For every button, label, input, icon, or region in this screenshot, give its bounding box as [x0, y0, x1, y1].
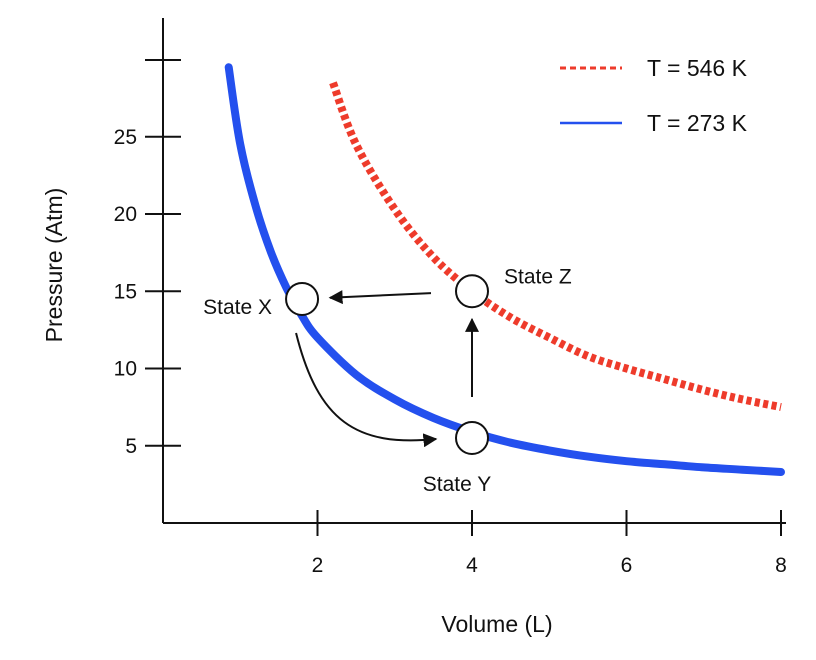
transition-arrow-1 [295, 332, 438, 448]
legend-label-2: T = 273 K [647, 110, 748, 136]
y-tick-label-25: 25 [114, 126, 137, 149]
state-marker-3 [455, 274, 489, 309]
transition-arrows [295, 290, 479, 448]
y-tick-label-20: 20 [114, 203, 137, 226]
x-tick-label-2: 2 [312, 554, 324, 577]
series-line-2 [224, 63, 785, 476]
series-group [224, 63, 785, 476]
state-marker-2 [455, 421, 489, 456]
y-axis-title: Pressure (Atm) [41, 188, 67, 343]
axes [145, 18, 786, 524]
state-label-1: State X [203, 296, 272, 319]
y-tick-label-5: 5 [125, 435, 137, 458]
transition-arrow-3 [328, 290, 432, 305]
state-marker-1 [285, 281, 320, 316]
series-line-1 [329, 81, 782, 412]
x-tick-label-6: 6 [621, 554, 633, 577]
y-tick-label-10: 10 [114, 358, 137, 381]
x-tick-label-8: 8 [775, 554, 787, 577]
y-tick-label-15: 15 [114, 280, 137, 303]
x-axis-ticks: 2 4 6 8 [312, 510, 787, 577]
y-axis-ticks: 5 10 15 20 25 [114, 126, 181, 458]
legend: T = 546 K T = 273 K [560, 55, 748, 136]
state-label-3: State Z [504, 265, 572, 288]
state-label-2: State Y [423, 473, 492, 496]
legend-label-1: T = 546 K [647, 55, 748, 81]
x-axis-title: Volume (L) [441, 611, 552, 637]
x-tick-label-4: 4 [466, 554, 478, 577]
state-markers: State X State Y State Z [203, 265, 572, 496]
